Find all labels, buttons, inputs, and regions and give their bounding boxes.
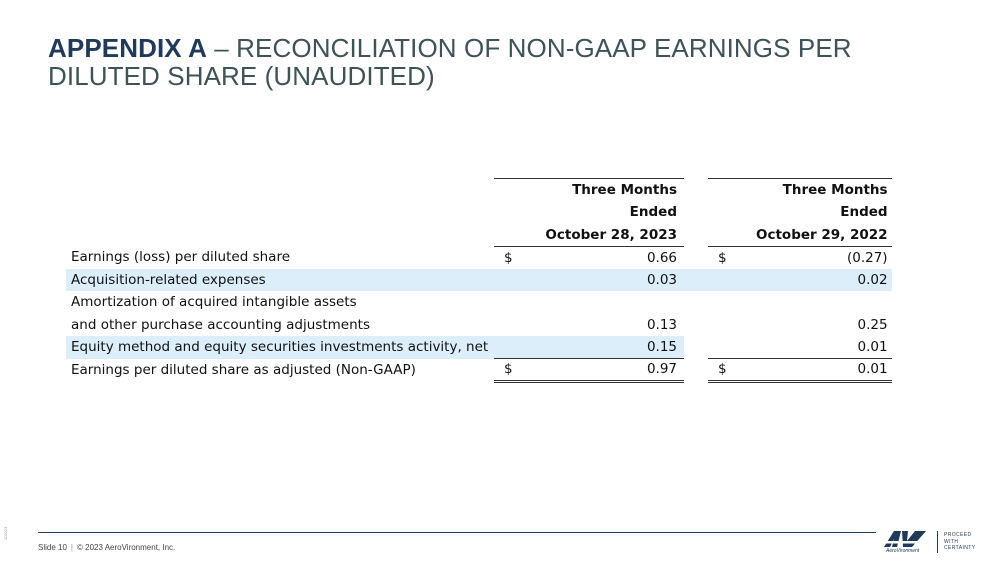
col1-header-line3: October 28, 2023 (542, 223, 684, 247)
table-row: Acquisition-related expenses 0.03 0.02 (66, 268, 892, 291)
tagline-line: PROCEED (944, 532, 972, 538)
tagline: PROCEED WITH CERTAINTY (944, 532, 975, 552)
table-row: Earnings (loss) per diluted share $ 0.66… (66, 246, 892, 269)
currency-symbol: $ (718, 249, 727, 266)
value-2022: 0.01 (756, 358, 892, 383)
currency-symbol: $ (504, 249, 513, 266)
footer-text: Slide 10 | © 2023 AeroVironment, Inc. (38, 543, 175, 552)
av-logo-icon (881, 531, 926, 547)
reconciliation-table: Three Months Three Months Ended Ended Oc… (66, 178, 892, 383)
company-logo (881, 530, 934, 556)
table-row: Equity method and equity securities inve… (66, 336, 892, 359)
col2-header-line1: Three Months (756, 178, 892, 201)
col1-header-line2: Ended (629, 204, 677, 221)
logo-divider (937, 531, 938, 553)
col2-header-line2: Ended (840, 204, 888, 221)
row-label: Amortization of acquired intangible asse… (71, 294, 357, 311)
row-label: Earnings per diluted share as adjusted (… (71, 361, 416, 378)
slide-title: APPENDIX A – RECONCILIATION OF NON-GAAP … (48, 34, 948, 90)
table-header-row: Ended Ended (66, 201, 892, 224)
currency-symbol: $ (708, 358, 756, 383)
copyright: © 2023 AeroVironment, Inc. (77, 543, 176, 552)
value-2022: 0.02 (756, 268, 892, 291)
value-2022: 0.01 (756, 336, 892, 359)
title-rest-part: – RECONCILIATION OF NON-GAAP EARNINGS PE… (48, 33, 852, 91)
row-label: Acquisition-related expenses (66, 268, 494, 291)
logo-wordmark: AeroVironment (886, 548, 920, 554)
table-row: and other purchase accounting adjustment… (66, 314, 892, 337)
value-2023: 0.66 (646, 249, 677, 266)
value-2022: (0.27) (846, 249, 888, 266)
slide-number: Slide 10 (38, 543, 67, 552)
table-header-row: Three Months Three Months (66, 178, 892, 201)
title-bold-part: APPENDIX A (48, 33, 207, 63)
table-row: Earnings per diluted share as adjusted (… (66, 358, 892, 383)
side-code: 102023 (3, 526, 8, 540)
currency-symbol: $ (494, 358, 542, 383)
table-header-row: October 28, 2023 October 29, 2022 (66, 223, 892, 247)
value-2023: 0.13 (646, 316, 677, 333)
table-row: Amortization of acquired intangible asse… (66, 291, 892, 314)
col2-header-line3: October 29, 2022 (756, 223, 892, 247)
value-2023: 0.97 (542, 358, 684, 383)
row-label: and other purchase accounting adjustment… (71, 316, 370, 333)
value-2023: 0.03 (542, 268, 684, 291)
row-label: Earnings (loss) per diluted share (71, 249, 290, 266)
col1-header-line1: Three Months (542, 178, 684, 201)
footer-separator: | (70, 543, 73, 552)
tagline-line: CERTAINTY (944, 545, 976, 551)
tagline-line: WITH (944, 538, 959, 545)
value-2023: 0.15 (542, 336, 684, 359)
value-2022: 0.25 (857, 316, 888, 333)
row-label: Equity method and equity securities inve… (66, 336, 494, 359)
footer-divider (38, 532, 876, 533)
